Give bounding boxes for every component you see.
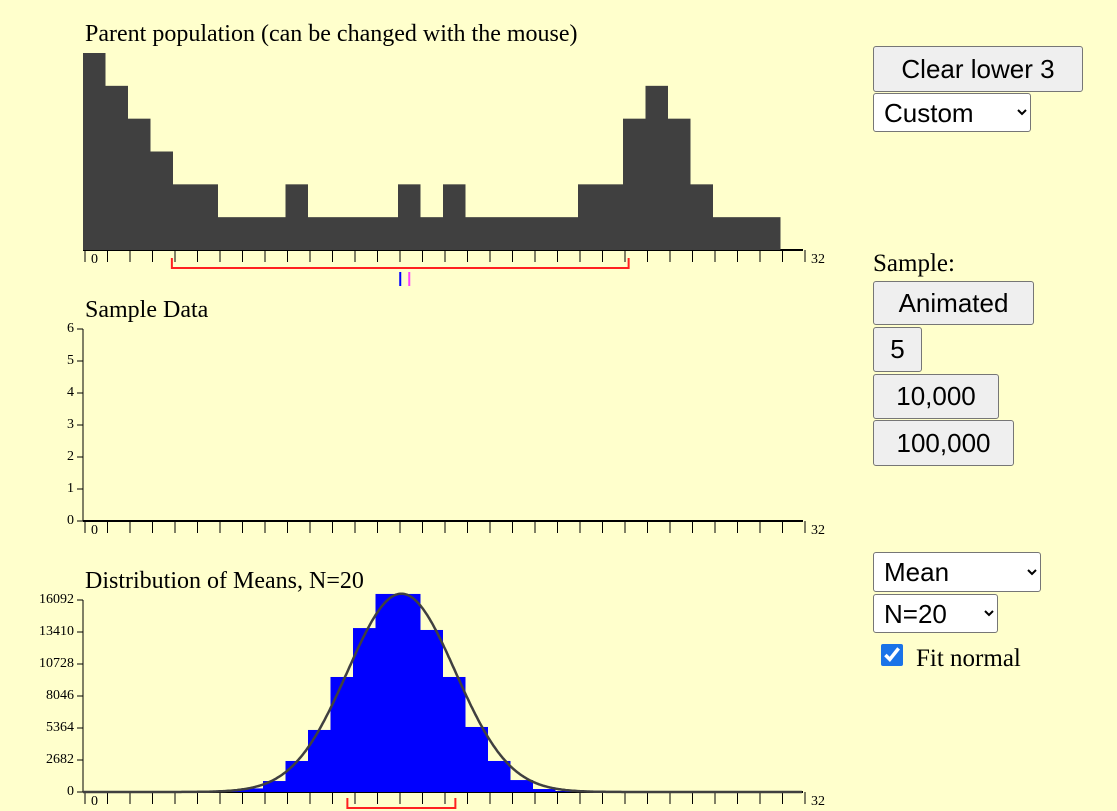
normal-fit	[83, 592, 802, 794]
y-tick-label: 13410	[39, 624, 74, 639]
histogram-bar	[375, 593, 398, 792]
x-tick-label: 32	[811, 252, 825, 267]
bar	[690, 184, 713, 250]
n-select[interactable]: N=20	[873, 594, 998, 633]
histogram-bar	[240, 788, 263, 792]
bar	[510, 217, 533, 250]
bar	[443, 184, 466, 250]
y-tick-label: 5364	[46, 720, 74, 735]
bar	[465, 217, 488, 250]
y-tick-label: 16092	[39, 592, 74, 607]
sample-button[interactable]: Animated	[873, 281, 1034, 325]
panel-title: Sample Data	[85, 297, 209, 323]
histogram-bar	[263, 781, 286, 792]
bar	[735, 217, 758, 250]
sample-label: Sample:	[873, 250, 955, 277]
histogram-bar	[308, 729, 331, 792]
bar	[578, 184, 601, 250]
bar	[420, 217, 443, 250]
bar	[218, 217, 241, 250]
bar	[128, 118, 151, 251]
y-tick-label: 2682	[46, 752, 74, 767]
clear-button[interactable]: Clear lower 3	[873, 46, 1083, 92]
panel-title: Distribution of Means, N=20	[85, 568, 364, 594]
bar	[533, 217, 556, 250]
histogram-bar	[443, 676, 466, 792]
bar	[330, 217, 353, 250]
histogram-bar	[420, 629, 443, 792]
y-tick-label: 2	[67, 449, 74, 464]
histogram-bar	[488, 760, 511, 792]
x-tick-label: 32	[811, 523, 825, 538]
bar	[150, 151, 173, 250]
bar	[645, 85, 668, 250]
population-select[interactable]: Custom	[873, 93, 1031, 132]
sample-button[interactable]: 100,000	[873, 420, 1014, 466]
x-tick-label: 32	[811, 794, 825, 809]
statistic-select[interactable]: Mean	[873, 552, 1041, 592]
bar	[713, 217, 736, 250]
bar	[375, 217, 398, 250]
sd-bracket	[346, 798, 457, 809]
x-tick-label: 0	[91, 794, 98, 809]
histogram-bar	[533, 789, 556, 792]
charts: Parent population (can be changed with t…	[39, 21, 825, 809]
bar	[488, 217, 511, 250]
bar	[758, 217, 781, 250]
y-tick-label: 0	[67, 513, 74, 528]
bar	[668, 118, 691, 251]
y-tick-label: 4	[67, 385, 74, 400]
y-tick-label: 10728	[39, 656, 74, 671]
fit-label: Fit normal	[916, 645, 1021, 672]
histogram-bar	[353, 628, 376, 792]
bar	[600, 184, 623, 250]
y-tick-label: 0	[67, 784, 74, 799]
bar	[623, 118, 646, 251]
bar	[398, 184, 421, 250]
bar	[308, 217, 331, 250]
bar	[83, 53, 106, 250]
sample-button[interactable]: 5	[873, 327, 922, 372]
bar	[353, 217, 376, 250]
histogram-bar	[555, 791, 578, 792]
bar	[105, 85, 128, 250]
histogram-bar	[285, 760, 308, 792]
x-tick-label: 0	[91, 252, 98, 267]
bar	[240, 217, 263, 250]
bar	[173, 184, 196, 250]
y-tick-label: 5	[67, 353, 74, 368]
y-tick-label: 6	[67, 321, 74, 336]
fit-checkbox[interactable]	[881, 644, 903, 666]
histogram-bar	[510, 780, 533, 792]
histogram-bar	[465, 726, 488, 792]
histogram-bar	[330, 676, 353, 792]
histogram-bar	[398, 593, 421, 792]
y-tick-label: 3	[67, 417, 74, 432]
sample-button[interactable]: 10,000	[873, 374, 999, 419]
bar	[263, 217, 286, 250]
y-tick-label: 1	[67, 481, 74, 496]
panel-title: Parent population (can be changed with t…	[85, 21, 578, 47]
bar	[555, 217, 578, 250]
y-tick-label: 8046	[46, 688, 74, 703]
sd-bracket	[170, 258, 630, 269]
x-tick-label: 0	[91, 523, 98, 538]
bar	[285, 184, 308, 250]
bar	[195, 184, 218, 250]
